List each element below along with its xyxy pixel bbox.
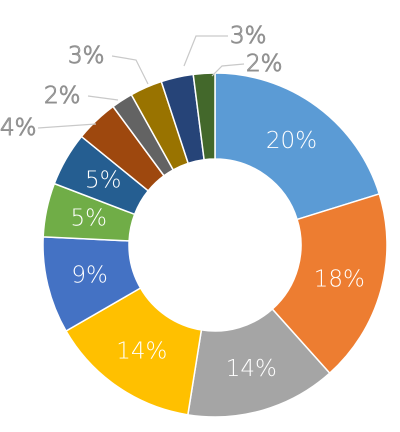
leader-line-12 xyxy=(211,63,245,77)
data-label-11: 3% xyxy=(230,23,267,49)
donut-slice-2 xyxy=(271,192,388,375)
data-label-12: 2% xyxy=(246,51,283,77)
donut-slice-1 xyxy=(214,72,381,221)
data-label-5: 9% xyxy=(71,262,108,288)
data-label-4: 14% xyxy=(116,338,167,364)
data-label-1: 20% xyxy=(266,128,317,154)
data-label-9: 2% xyxy=(44,83,81,109)
donut-slices xyxy=(42,72,388,418)
data-label-3: 14% xyxy=(226,356,277,382)
data-label-7: 5% xyxy=(85,168,122,194)
data-label-10: 3% xyxy=(68,43,105,69)
leader-line-9 xyxy=(87,95,119,101)
data-label-6: 5% xyxy=(70,206,107,232)
leader-lines xyxy=(37,35,245,129)
leader-line-11 xyxy=(183,35,228,67)
data-labels: 20%18%14%14%9%5%5%4%2%3%3%2% xyxy=(0,23,365,382)
leader-line-8 xyxy=(37,123,97,129)
data-label-8: 4% xyxy=(0,115,37,141)
donut-slice-12 xyxy=(192,72,216,161)
data-label-2: 18% xyxy=(314,266,365,292)
leader-line-10 xyxy=(111,55,149,85)
